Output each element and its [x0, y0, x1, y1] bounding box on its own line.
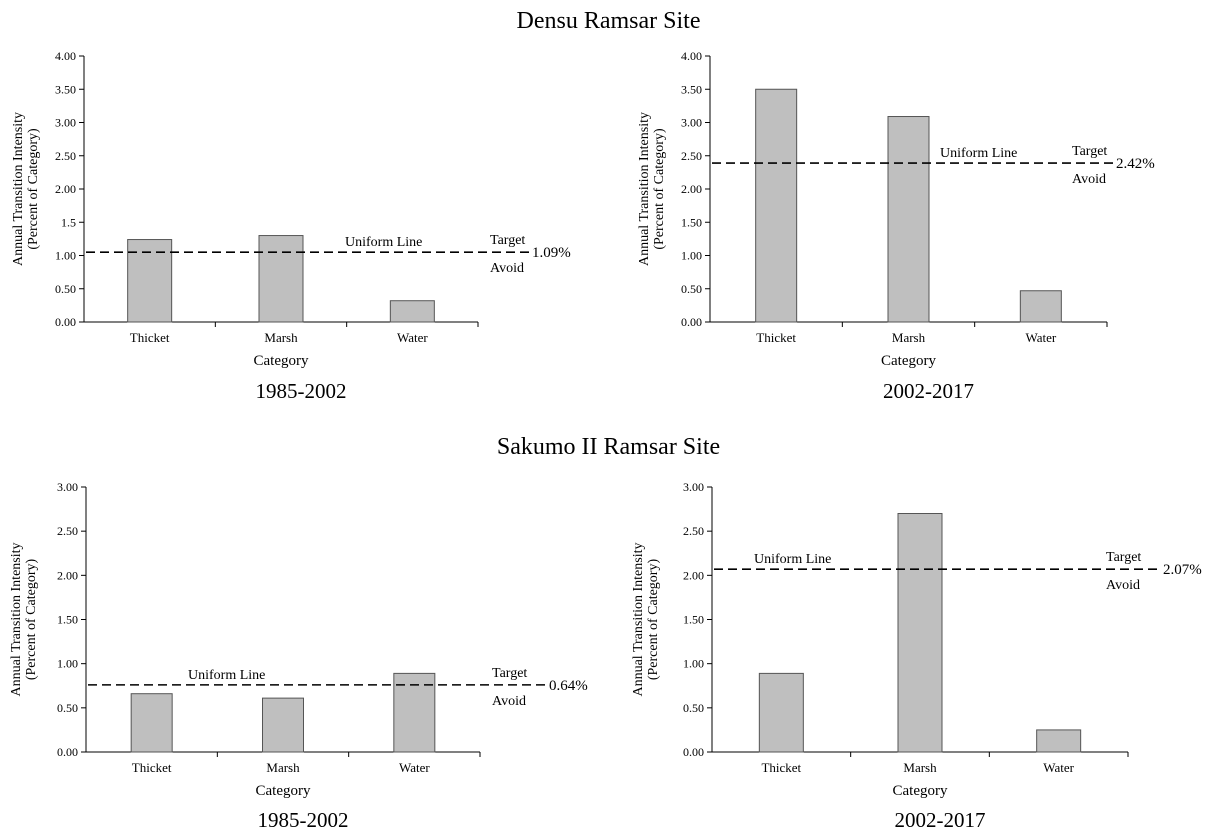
bar-thicket: [130, 693, 173, 753]
target-label: Target: [1106, 550, 1141, 565]
y-tick-label: 3.50: [681, 82, 702, 96]
y-tick-label: 4.00: [55, 49, 76, 63]
y-axis-label-units: (Percent of Category): [26, 128, 41, 250]
bar-marsh: [887, 116, 930, 323]
y-tick-label: 3.50: [55, 82, 76, 96]
chart-panel-4: 0.00 0.50 1.00 1.50 2.00 2.50 3.00 Thicket Marsh…: [631, 480, 1202, 832]
x-tick-label: Water: [1025, 330, 1056, 345]
target-label: Target: [1072, 144, 1107, 159]
y-axis-label: Annual Transition Intensity: [9, 542, 24, 696]
y-tick-label: 0.50: [57, 701, 78, 715]
site-title-sakumo: Sakumo II Ramsar Site: [496, 434, 721, 460]
x-axis-label: Category: [256, 783, 311, 799]
avoid-label: Avoid: [1072, 172, 1106, 187]
y-tick-label: 1.50: [683, 613, 704, 627]
uniform-line-label: Uniform Line: [345, 235, 422, 250]
y-axis-label: Annual Transition Intensity: [11, 112, 26, 266]
target-label: Target: [492, 666, 527, 681]
bar-thicket: [755, 88, 798, 323]
bar-water: [1019, 290, 1062, 323]
y-tick-label: 1.00: [683, 657, 704, 671]
y-tick-label: 2.50: [57, 524, 78, 538]
y-axis-label: Annual Transition Intensity: [631, 542, 646, 696]
y-tick-label: 2.00: [681, 182, 702, 196]
avoid-label: Avoid: [492, 694, 526, 709]
x-axis-label: Category: [893, 783, 948, 799]
y-tick-label: 1.00: [57, 657, 78, 671]
x-axis-label: Category: [881, 353, 936, 369]
uniform-line-label: Uniform Line: [940, 146, 1017, 161]
x-tick-label: Marsh: [266, 760, 300, 775]
y-tick-label: 1.5: [61, 215, 76, 229]
bar-marsh: [897, 513, 943, 753]
y-tick-label: 1.00: [681, 249, 702, 263]
y-tick-label: 0.50: [683, 701, 704, 715]
y-tick-label: 0.50: [681, 282, 702, 296]
x-tick-label: Marsh: [903, 760, 937, 775]
x-tick-label: Marsh: [264, 330, 298, 345]
y-tick-label: 3.00: [681, 116, 702, 130]
x-tick-label: Thicket: [130, 330, 170, 345]
chart-panel-2: 0.00 0.50 1.00 1.50 2.00 2.50 3.00 3.50 4.00 Thic…: [637, 49, 1155, 403]
x-tick-label: Thicket: [132, 760, 172, 775]
avoid-label: Avoid: [490, 261, 524, 276]
y-tick-label: 0.00: [683, 745, 704, 759]
x-tick-label: Marsh: [892, 330, 926, 345]
bar-water: [1036, 729, 1082, 753]
x-tick-label: Water: [1043, 760, 1074, 775]
y-tick-label: 0.00: [57, 745, 78, 759]
uniform-percent-label: 2.07%: [1163, 562, 1202, 578]
y-tick-label: 2.50: [55, 149, 76, 163]
bar-water: [389, 300, 435, 323]
chart-panel-1: 0.00 0.50 1.00 1.5 2.00 2.50 3.00 3.50 4.00 Thick…: [11, 49, 571, 403]
y-tick-label: 0.00: [681, 315, 702, 329]
y-tick-label: 3.00: [55, 116, 76, 130]
y-tick-label: 3.00: [683, 480, 704, 494]
uniform-line-label: Uniform Line: [188, 668, 265, 683]
x-tick-label: Water: [399, 760, 430, 775]
y-tick-label: 2.50: [683, 524, 704, 538]
y-tick-label: 0.00: [55, 315, 76, 329]
bar-marsh: [258, 235, 304, 323]
y-tick-label: 3.00: [57, 480, 78, 494]
uniform-percent-label: 1.09%: [532, 245, 571, 261]
x-tick-label: Thicket: [761, 760, 801, 775]
y-tick-label: 0.50: [55, 282, 76, 296]
avoid-label: Avoid: [1106, 578, 1140, 593]
uniform-line-label: Uniform Line: [754, 552, 831, 567]
y-axis-label-units: (Percent of Category): [652, 128, 667, 250]
uniform-percent-label: 0.64%: [549, 678, 588, 694]
period-title: 2002-2017: [895, 808, 986, 832]
y-axis-label-units: (Percent of Category): [24, 559, 39, 681]
uniform-percent-label: 2.42%: [1116, 156, 1155, 172]
period-title: 1985-2002: [258, 808, 349, 832]
y-axis-label-units: (Percent of Category): [646, 559, 661, 681]
bar-thicket: [127, 239, 173, 323]
y-tick-label: 2.50: [681, 149, 702, 163]
bar-thicket: [758, 672, 804, 753]
chart-panel-3: 0.00 0.50 1.00 1.50 2.00 2.50 3.00 Thicket Marsh…: [9, 480, 588, 832]
y-tick-label: 1.50: [681, 215, 702, 229]
site-title-densu: Densu Ramsar Site: [516, 8, 701, 34]
target-label: Target: [490, 233, 525, 248]
y-tick-label: 1.50: [57, 613, 78, 627]
period-title: 1985-2002: [256, 379, 347, 403]
y-tick-label: 2.00: [57, 568, 78, 582]
bar-water: [393, 672, 436, 753]
x-tick-label: Water: [397, 330, 428, 345]
y-tick-label: 2.00: [683, 568, 704, 582]
x-axis-label: Category: [254, 353, 309, 369]
period-title: 2002-2017: [883, 379, 974, 403]
y-tick-label: 2.00: [55, 182, 76, 196]
y-axis-label: Annual Transition Intensity: [637, 112, 652, 266]
y-tick-label: 4.00: [681, 49, 702, 63]
bar-marsh: [262, 697, 304, 753]
x-tick-label: Thicket: [756, 330, 796, 345]
y-tick-label: 1.00: [55, 249, 76, 263]
